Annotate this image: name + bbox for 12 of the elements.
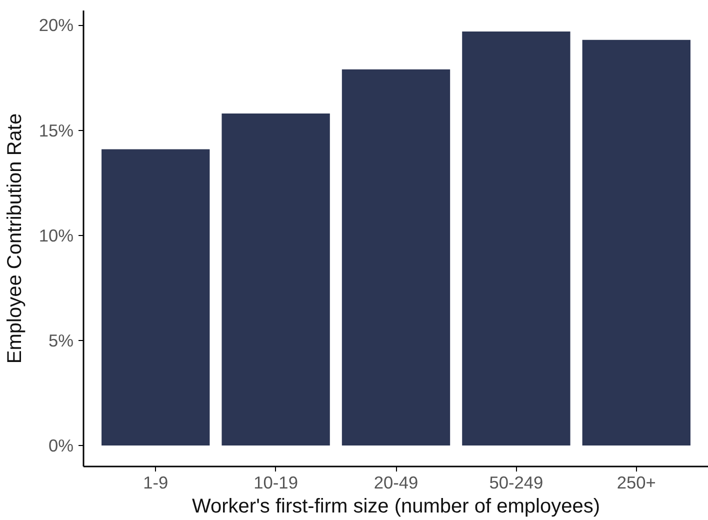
x-tick-label: 20-49	[374, 472, 418, 492]
y-tick-label: 10%	[38, 225, 74, 246]
y-tick-label: 15%	[38, 120, 74, 140]
x-tick-label: 250+	[616, 472, 656, 492]
x-tick-label: 10-19	[254, 472, 298, 492]
x-tick-label: 50-249	[489, 472, 544, 492]
x-axis-title: Worker's first-firm size (number of employees)	[192, 496, 600, 518]
y-tick-label: 5%	[48, 330, 74, 350]
x-tick-label: 1-9	[143, 472, 168, 492]
y-tick-label: 20%	[38, 15, 74, 36]
y-axis-title: Employee Contribution Rate	[4, 113, 26, 364]
y-tick-label: 0%	[48, 435, 74, 456]
